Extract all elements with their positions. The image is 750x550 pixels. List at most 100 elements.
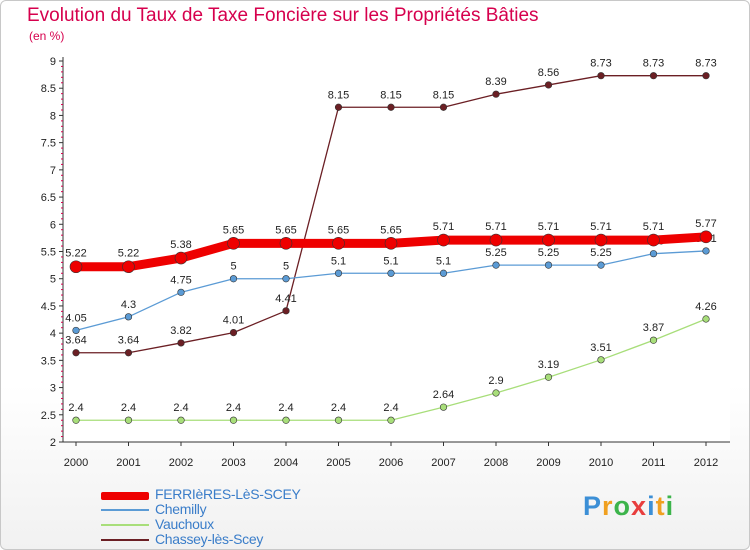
data-label-chemilly: 4.05 (65, 312, 86, 324)
x-tick-label: 2007 (431, 457, 455, 469)
data-point-vauchoux (282, 416, 290, 424)
data-point-chemilly (387, 269, 395, 277)
x-tick-label: 2012 (694, 457, 718, 469)
y-tick-label: 8 (50, 110, 56, 122)
data-point-ferri-res-l-s-scey (437, 233, 450, 247)
y-axis-unit: (en %) (29, 29, 65, 43)
data-point-chassey-l-s-scey (177, 339, 185, 347)
data-label-chassey-l-s-scey: 4.01 (223, 315, 244, 327)
y-tick-label: 3.5 (41, 355, 56, 367)
data-point-chemilly (124, 313, 133, 321)
data-label-vauchoux: 2.4 (331, 402, 346, 414)
y-tick-label: 2.5 (41, 410, 56, 422)
data-point-ferri-res-l-s-scey (594, 233, 608, 247)
logo-letter: o (613, 491, 632, 521)
y-tick-label: 8.5 (41, 83, 56, 95)
data-label-chassey-l-s-scey: 8.15 (380, 89, 401, 101)
data-point-chemilly (229, 275, 238, 283)
data-label-vauchoux: 2.64 (433, 389, 454, 401)
logo-letter: i (647, 491, 656, 521)
x-tick-label: 2010 (589, 457, 613, 469)
data-point-chassey-l-s-scey (597, 72, 605, 80)
y-tick-label: 7 (50, 165, 56, 177)
data-label-chassey-l-s-scey: 8.15 (433, 89, 454, 101)
data-label-vauchoux: 3.19 (538, 359, 559, 371)
data-point-chemilly (597, 261, 605, 269)
logo-letter: r (602, 491, 614, 521)
data-label-ferri-res-l-s-scey: 5.65 (223, 224, 244, 236)
data-label-ferri-res-l-s-scey: 5.65 (275, 224, 296, 236)
legend-label-ferrieres: FERRIèRES-LèS-SCEY (155, 486, 301, 502)
data-label-ferri-res-l-s-scey: 5.71 (433, 221, 454, 233)
legend-label-chassey: Chassey-lès-Scey (155, 531, 264, 547)
y-tick-label: 6 (50, 219, 56, 231)
data-label-chemilly: 5 (230, 261, 236, 273)
legend-label-vauchoux: Vauchoux (155, 516, 214, 532)
data-label-ferri-res-l-s-scey: 5.38 (170, 239, 191, 251)
data-label-chemilly: 5 (283, 261, 289, 273)
data-label-vauchoux: 4.26 (695, 301, 716, 313)
data-point-vauchoux (702, 315, 710, 323)
x-tick-label: 2005 (326, 457, 350, 469)
data-label-chassey-l-s-scey: 8.39 (485, 76, 506, 88)
y-tick-label: 5 (50, 274, 56, 286)
data-point-ferri-res-l-s-scey (647, 233, 660, 247)
data-label-ferri-res-l-s-scey: 5.77 (695, 218, 716, 230)
data-point-chassey-l-s-scey (702, 72, 710, 80)
data-point-vauchoux (649, 336, 658, 344)
data-point-chassey-l-s-scey (282, 307, 290, 315)
data-point-vauchoux (544, 373, 553, 381)
y-tick-label: 6.5 (41, 192, 56, 204)
y-tick-label: 4.5 (41, 301, 56, 313)
data-point-vauchoux (492, 389, 500, 397)
x-tick-label: 2008 (484, 457, 508, 469)
data-label-vauchoux: 3.87 (643, 322, 664, 334)
x-tick-label: 2003 (221, 457, 245, 469)
data-point-chassey-l-s-scey (72, 349, 80, 357)
data-label-chassey-l-s-scey: 8.73 (695, 58, 716, 70)
data-point-ferri-res-l-s-scey (279, 237, 293, 250)
data-label-vauchoux: 2.4 (226, 402, 241, 414)
data-label-chassey-l-s-scey: 8.15 (328, 89, 349, 101)
data-point-ferri-res-l-s-scey (332, 237, 345, 250)
data-point-ferri-res-l-s-scey (122, 260, 135, 274)
data-point-vauchoux (72, 416, 80, 424)
data-point-chassey-l-s-scey (544, 81, 553, 89)
data-label-vauchoux: 3.51 (590, 342, 611, 354)
data-label-ferri-res-l-s-scey: 5.65 (380, 224, 401, 236)
data-label-chemilly: 4.3 (121, 299, 136, 311)
logo-letter: i (665, 491, 675, 521)
data-label-vauchoux: 2.4 (121, 402, 136, 414)
data-label-chemilly: 5.25 (485, 247, 506, 259)
data-point-chemilly (649, 250, 658, 258)
data-point-vauchoux (334, 416, 343, 424)
y-tick-label: 9 (50, 56, 56, 68)
x-tick-label: 2004 (274, 457, 298, 469)
legend-label-chemilly: Chemilly (155, 501, 207, 517)
data-label-ferri-res-l-s-scey: 5.22 (118, 248, 139, 260)
data-point-ferri-res-l-s-scey (699, 230, 713, 244)
data-point-chassey-l-s-scey (124, 349, 133, 357)
data-point-ferri-res-l-s-scey (489, 233, 503, 247)
data-point-chemilly (492, 261, 500, 269)
y-tick-label: 7.5 (41, 138, 56, 150)
data-label-chassey-l-s-scey: 8.73 (590, 58, 611, 70)
data-point-ferri-res-l-s-scey (384, 237, 398, 250)
data-point-chemilly (439, 269, 448, 277)
data-point-chassey-l-s-scey (387, 103, 395, 111)
data-label-ferri-res-l-s-scey: 5.71 (485, 221, 506, 233)
data-point-chemilly (334, 269, 343, 277)
y-tick-label: 5.5 (41, 247, 56, 259)
data-point-chemilly (282, 275, 290, 283)
legend-swatch-chassey (101, 539, 149, 541)
data-label-chemilly: 4.75 (170, 274, 191, 286)
x-tick-label: 2006 (379, 457, 403, 469)
legend-swatch-ferrieres (101, 492, 149, 500)
x-tick-label: 2001 (116, 457, 140, 469)
data-point-chassey-l-s-scey (229, 328, 238, 337)
x-tick-label: 2000 (64, 457, 88, 469)
data-label-chemilly: 5.25 (590, 247, 611, 259)
data-label-chemilly: 5.1 (436, 255, 451, 267)
